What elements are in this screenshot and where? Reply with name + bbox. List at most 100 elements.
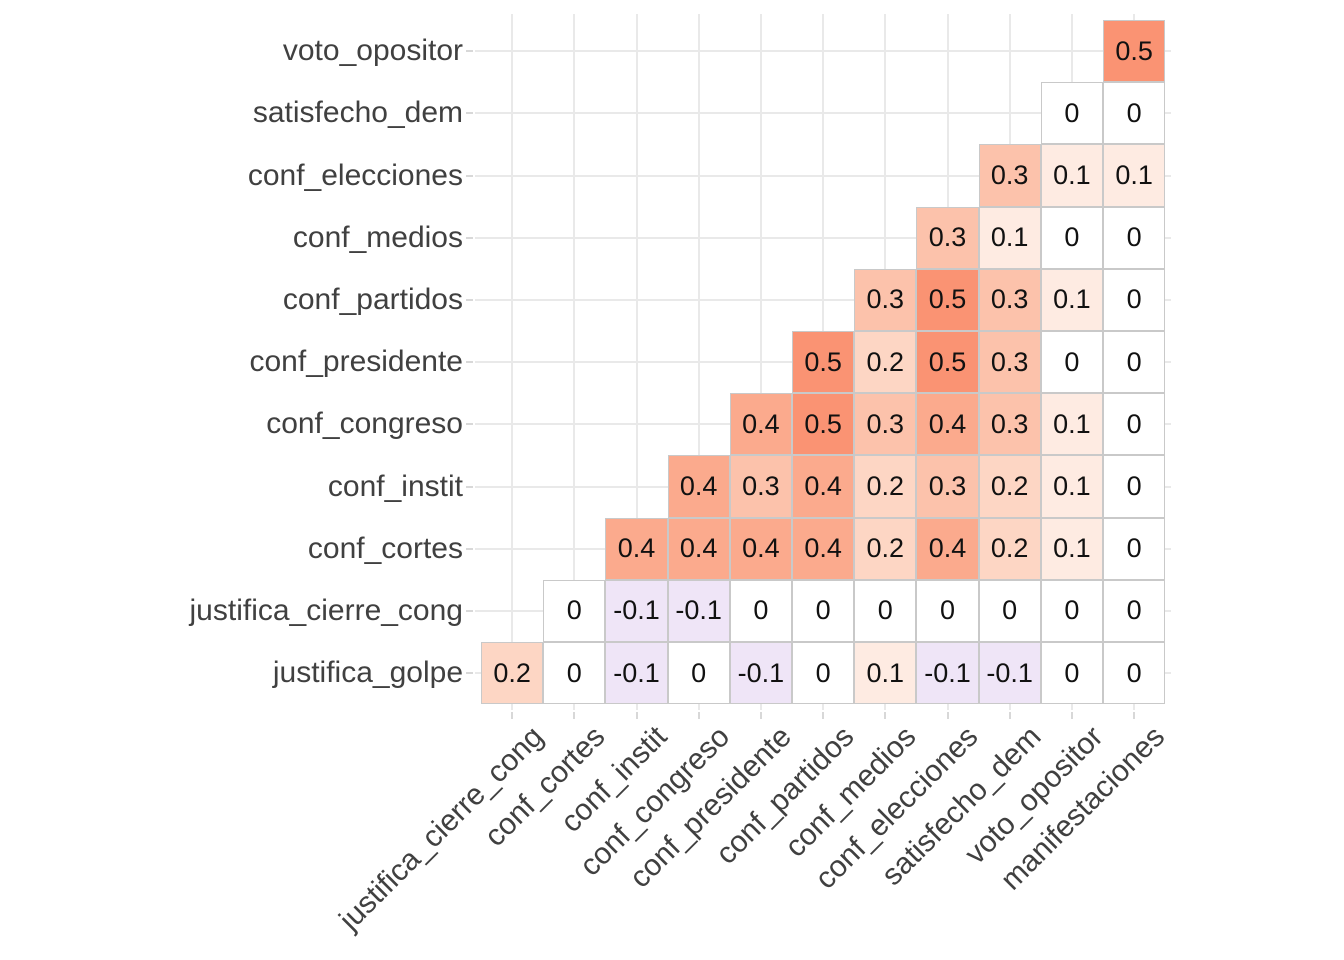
heatmap-cell: 0 [1103, 393, 1166, 456]
heatmap-cell: 0.2 [978, 517, 1041, 580]
heatmap-cell: 0.2 [854, 331, 917, 394]
y-axis-label: conf_elecciones [247, 158, 463, 192]
heatmap-cell: 0 [543, 579, 606, 642]
cell-value: 0 [877, 595, 893, 626]
cell-value: -0.1 [924, 657, 971, 688]
heatmap-cell: 0.3 [978, 331, 1041, 394]
heatmap-cell: 0.5 [916, 268, 979, 331]
heatmap-cell: 0.5 [916, 331, 979, 394]
cell-value: 0.1 [866, 657, 905, 688]
cell-value: -0.1 [986, 657, 1033, 688]
heatmap-cell: 0.2 [978, 455, 1041, 518]
heatmap-cell: 0.4 [667, 455, 730, 518]
cell-value: 0.3 [990, 159, 1029, 190]
cell-value: 0 [1126, 284, 1142, 315]
heatmap-cell: 0.3 [729, 455, 792, 518]
cell-value: 0.5 [804, 346, 842, 377]
heatmap-cell: 0.3 [978, 393, 1041, 456]
heatmap-cell: 0 [1103, 517, 1166, 580]
cell-value: 0.4 [804, 533, 842, 564]
cell-value: 0.3 [742, 470, 780, 501]
cell-value: 0 [1126, 595, 1142, 626]
cell-value: 0.1 [1053, 284, 1091, 315]
heatmap-cell: 0 [1040, 331, 1103, 394]
heatmap-cell: 0.3 [916, 455, 979, 518]
heatmap-cell: 0.1 [1040, 517, 1103, 580]
heatmap-cell: 0.4 [916, 517, 979, 580]
heatmap-cell: 0.4 [729, 517, 792, 580]
cell-value: -0.1 [613, 657, 660, 688]
cell-value: -0.1 [613, 595, 660, 626]
heatmap-cell: 0 [1103, 642, 1166, 705]
y-axis-tick [465, 298, 473, 301]
cell-value: 0.2 [990, 533, 1029, 564]
x-axis-tick [635, 712, 638, 720]
heatmap-cell: 0 [1103, 268, 1166, 331]
heatmap-cell: 0 [729, 579, 792, 642]
heatmap-cell: -0.1 [605, 642, 668, 705]
x-axis-tick [1070, 712, 1073, 720]
cell-value: 0 [566, 595, 582, 626]
cell-value: 0.4 [617, 533, 656, 564]
cell-value: 0.2 [493, 657, 531, 688]
heatmap-cell: 0.4 [792, 517, 855, 580]
y-axis-label: conf_presidente [249, 345, 464, 379]
cell-value: 0 [753, 595, 769, 626]
heatmap-cell: 0 [1040, 82, 1103, 145]
cell-value: 0.4 [928, 408, 967, 439]
heatmap-cell: 0 [792, 579, 855, 642]
heatmap-cell: 0 [1040, 206, 1103, 269]
cell-value: 0 [1126, 97, 1142, 128]
heatmap-cell: 0.4 [667, 517, 730, 580]
cell-value: 0.4 [742, 533, 780, 564]
cell-value: 0.4 [679, 470, 718, 501]
cell-value: 0 [1126, 222, 1142, 253]
cell-value: 0.2 [990, 470, 1029, 501]
cell-value: 0.3 [866, 408, 905, 439]
cell-value: 0 [1126, 470, 1142, 501]
cell-value: 0 [1126, 346, 1142, 377]
cell-value: 0 [566, 657, 582, 688]
heatmap-cell: 0.1 [1040, 455, 1103, 518]
y-axis-tick [465, 50, 473, 53]
cell-value: 0 [1064, 222, 1080, 253]
heatmap-cell: -0.1 [605, 579, 668, 642]
y-axis-label: justifica_golpe [272, 656, 463, 690]
cell-value: 0.5 [804, 408, 842, 439]
x-axis-tick [946, 712, 949, 720]
heatmap-cell: 0 [978, 579, 1041, 642]
y-axis-tick [465, 112, 473, 115]
heatmap-cell: -0.1 [916, 642, 979, 705]
heatmap-cell: -0.1 [667, 579, 730, 642]
x-axis-tick [1008, 712, 1011, 720]
x-axis-tick [573, 712, 576, 720]
heatmap-cell: -0.1 [978, 642, 1041, 705]
heatmap-cell: 0.5 [792, 393, 855, 456]
heatmap-cell: 0.3 [978, 144, 1041, 207]
y-axis-tick [465, 485, 473, 488]
cell-value: 0 [1064, 346, 1080, 377]
cell-value: 0.1 [1053, 533, 1091, 564]
heatmap-cell: 0.5 [1103, 20, 1166, 83]
cell-value: 0.3 [866, 284, 905, 315]
x-axis-tick [511, 712, 514, 720]
heatmap-cell: 0.1 [1040, 393, 1103, 456]
heatmap-cell: 0 [1040, 642, 1103, 705]
cell-value: -0.1 [737, 657, 785, 688]
cell-value: 0.3 [990, 284, 1029, 315]
heatmap-cell: 0.3 [854, 393, 917, 456]
y-axis-tick [465, 174, 473, 177]
y-axis-label: justifica_cierre_cong [189, 593, 463, 627]
heatmap-cell: 0.4 [605, 517, 668, 580]
cell-value: 0.1 [1053, 159, 1091, 190]
cell-value: 0.2 [866, 470, 905, 501]
y-axis-label: satisfecho_dem [252, 96, 463, 130]
heatmap-cell: 0.3 [978, 268, 1041, 331]
x-axis-tick [822, 712, 825, 720]
x-axis-tick [884, 712, 887, 720]
heatmap-cell: 0.2 [854, 455, 917, 518]
y-axis-tick [465, 236, 473, 239]
heatmap-cell: 0 [1103, 455, 1166, 518]
cell-value: 0 [1064, 97, 1080, 128]
heatmap-cell: 0.3 [854, 268, 917, 331]
